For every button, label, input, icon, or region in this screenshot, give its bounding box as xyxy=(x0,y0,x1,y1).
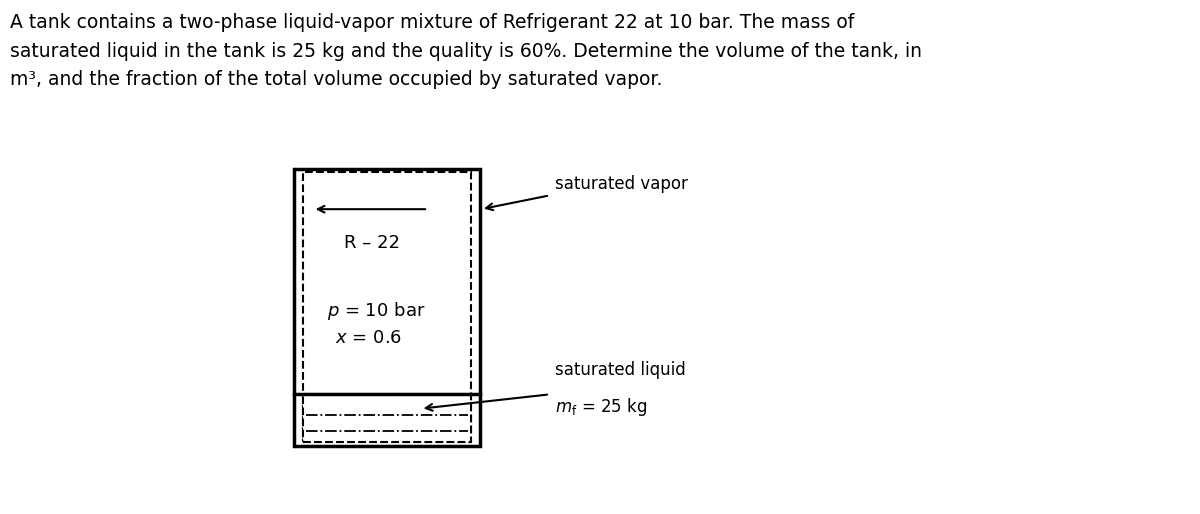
Text: saturated liquid: saturated liquid xyxy=(554,360,685,378)
Text: $p$ = 10 bar: $p$ = 10 bar xyxy=(326,300,425,322)
Text: A tank contains a two-phase liquid-vapor mixture of Refrigerant 22 at 10 bar. Th: A tank contains a two-phase liquid-vapor… xyxy=(10,13,922,89)
Bar xyxy=(304,173,470,442)
Bar xyxy=(294,169,480,446)
Text: R – 22: R – 22 xyxy=(344,234,401,252)
Text: $m_\mathrm{f}$ = 25 kg: $m_\mathrm{f}$ = 25 kg xyxy=(554,396,647,418)
Bar xyxy=(304,394,470,442)
Text: $x$ = 0.6: $x$ = 0.6 xyxy=(335,329,402,347)
Text: saturated vapor: saturated vapor xyxy=(554,175,688,193)
